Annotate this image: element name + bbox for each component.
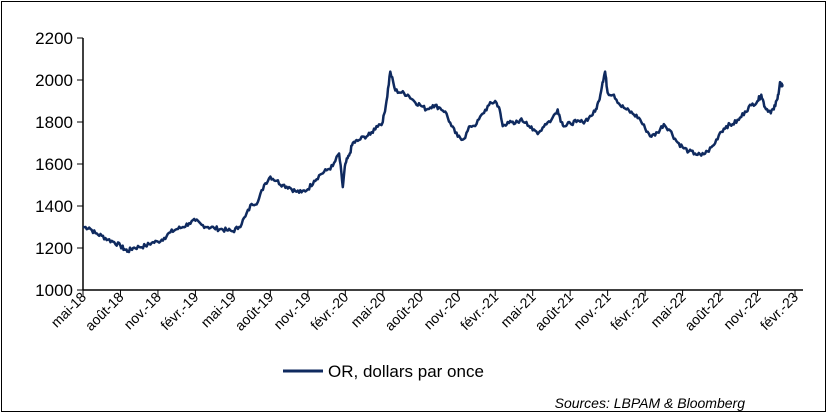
x-tick-label: nov.-22: [720, 289, 764, 333]
y-tick-label: 2200: [35, 29, 73, 48]
legend-label: OR, dollars par once: [328, 362, 484, 381]
series-layer: [82, 70, 784, 254]
y-tick-label: 1000: [35, 281, 73, 300]
x-tick-label: août-20: [381, 289, 426, 334]
y-tick-label: 2000: [35, 71, 73, 90]
chart-axes: [82, 38, 803, 291]
series-line-gold: [82, 70, 784, 254]
source-note: Sources: LBPAM & Bloomberg: [555, 395, 746, 411]
x-tick-label: août-22: [681, 289, 726, 334]
y-tick-labels: 1000 1200 1400 1600 1800 2000 2200: [35, 29, 83, 300]
y-tick-label: 1200: [35, 239, 73, 258]
x-tick-label: févr.-19: [157, 289, 201, 333]
x-tick-label: févr.-23: [757, 289, 801, 333]
x-tick-label: août-21: [531, 289, 576, 334]
x-tick-labels: mai-18août-18nov.-18févr.-19mai-19août-1…: [48, 289, 802, 334]
y-tick-label: 1800: [35, 113, 73, 132]
x-tick-label: nov.-18: [120, 289, 164, 333]
x-tick-label: févr.-20: [307, 289, 351, 333]
y-tick-label: 1600: [35, 155, 73, 174]
x-tick-label: août-19: [232, 289, 277, 334]
x-tick-label: nov.-19: [270, 289, 314, 333]
x-tick-label: nov.-20: [420, 289, 464, 333]
x-tick-label: nov.-21: [570, 289, 614, 333]
x-tick-label: févr.-22: [607, 289, 651, 333]
legend: OR, dollars par once: [283, 362, 484, 381]
y-tick-label: 1400: [35, 197, 73, 216]
x-tick-label: févr.-21: [457, 289, 501, 333]
x-tick-label: août-18: [82, 289, 127, 334]
